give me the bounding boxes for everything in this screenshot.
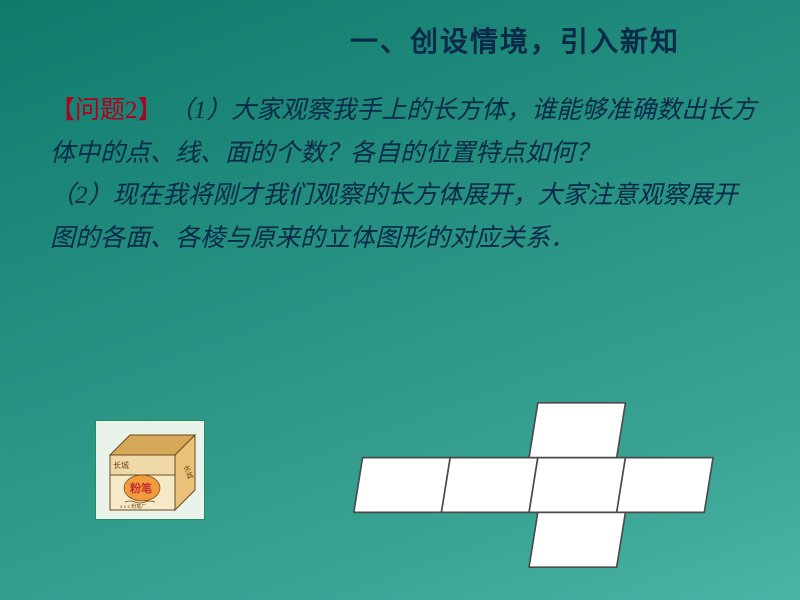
slide-title: 一、创设情境，引入新知	[270, 20, 760, 60]
diagram-area: 长城粉笔x x x 粉笔厂长城	[0, 370, 800, 600]
paragraph-2: （2）现在我将刚才我们观察的长方体展开，大家注意观察展开图的各面、各棱与原来的立…	[50, 175, 760, 260]
svg-text:x x x 粉笔厂: x x x 粉笔厂	[120, 503, 146, 510]
cuboid-net-diagram	[280, 370, 800, 600]
svg-text:长城: 长城	[113, 460, 129, 470]
paragraph-1: 【问题2】 （1）大家观察我手上的长方体，谁能够准确数出长方体中的点、线、面的个…	[50, 90, 760, 175]
chalk-box-icon: 长城粉笔x x x 粉笔厂长城	[95, 420, 205, 520]
question-label: 【问题2】	[50, 97, 163, 124]
slide: 一、创设情境，引入新知 【问题2】 （1）大家观察我手上的长方体，谁能够准确数出…	[0, 0, 800, 600]
slide-body: 【问题2】 （1）大家观察我手上的长方体，谁能够准确数出长方体中的点、线、面的个…	[50, 90, 760, 260]
svg-text:粉笔: 粉笔	[130, 481, 152, 495]
